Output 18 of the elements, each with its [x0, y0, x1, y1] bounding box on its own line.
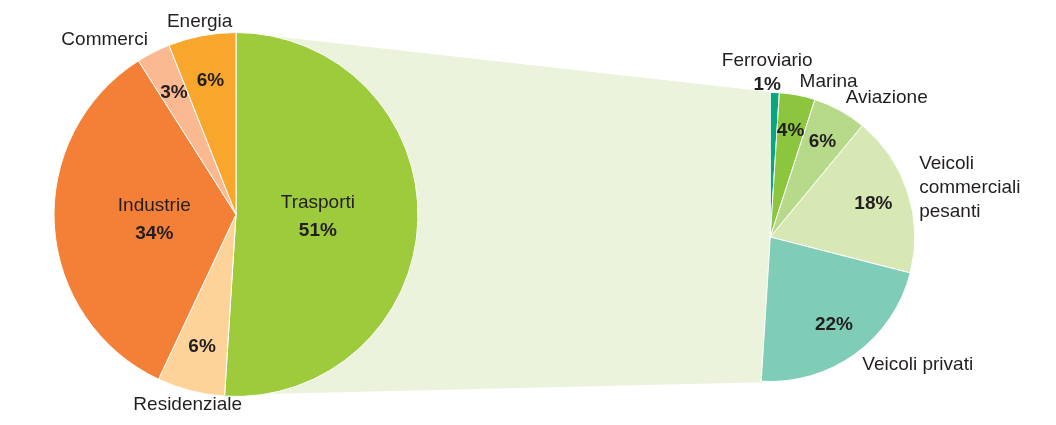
slice-label: Energia [166, 10, 233, 32]
slice-label: Veicoli commerciali pesanti [919, 152, 1021, 222]
slice-label: Commerci [61, 28, 148, 50]
data-label: 34% [135, 221, 174, 243]
data-label: 6% [196, 68, 225, 90]
slice-label: Veicoli privati [862, 353, 974, 375]
data-label: 3% [160, 81, 188, 103]
data-label: 22% [814, 312, 854, 334]
slice-label: Industrie [117, 193, 191, 215]
data-label: 51% [298, 219, 337, 241]
data-label: 4% [776, 118, 805, 140]
slice-label: Residenziale [133, 392, 243, 414]
data-label: 1% [753, 72, 782, 94]
slice-label: Ferroviario [721, 48, 813, 70]
data-label: 18% [854, 191, 893, 213]
slice-label: Trasporti [280, 191, 355, 213]
data-label: 6% [188, 334, 216, 356]
data-label: 6% [808, 130, 837, 152]
